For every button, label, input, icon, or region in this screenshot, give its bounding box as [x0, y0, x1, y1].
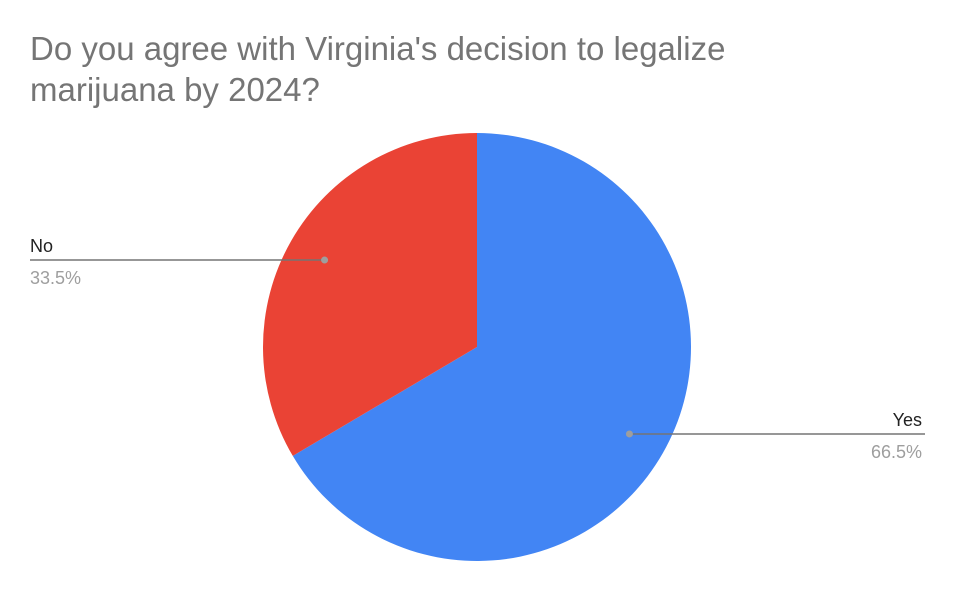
slice-percent-no: 33.5% [30, 268, 81, 288]
chart-title-line-2: marijuana by 2024? [30, 71, 320, 108]
leader-dot-no [321, 256, 329, 264]
chart-title: Do you agree with Virginia's decision to… [30, 28, 910, 110]
pie-slice-yes [292, 133, 691, 561]
slice-percent-yes: 66.5% [871, 442, 922, 462]
slice-label-yes: Yes [893, 410, 922, 430]
leader-dot-yes [625, 430, 633, 438]
pie-slices [262, 133, 691, 561]
chart-title-line-1: Do you agree with Virginia's decision to… [30, 30, 726, 67]
pie-callouts: Yes 66.5% No 33.5% [30, 236, 925, 462]
slice-label-no: No [30, 236, 53, 256]
pie-slice-no [262, 133, 477, 456]
